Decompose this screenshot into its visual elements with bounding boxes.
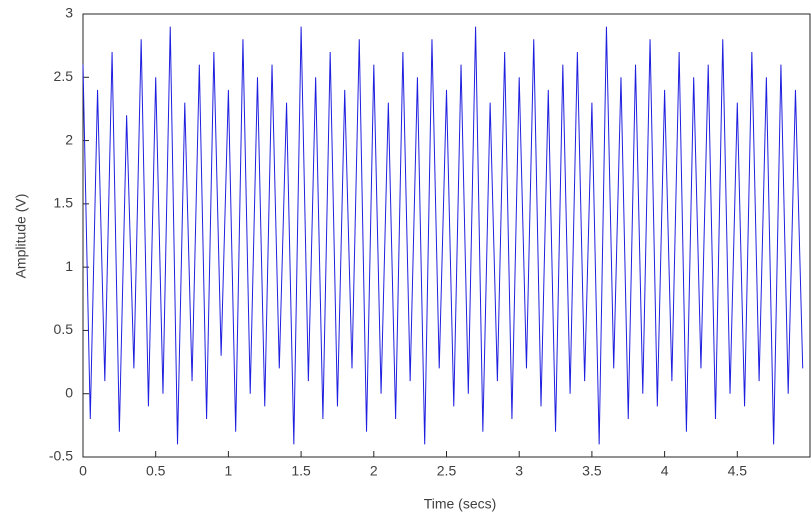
x-tick-label: 0 <box>79 463 87 479</box>
x-tick-label: 3 <box>515 463 523 479</box>
x-tick-label: 2 <box>370 463 378 479</box>
y-tick-label: 0 <box>65 384 73 400</box>
x-tick-label: 3.5 <box>582 463 602 479</box>
x-tick-label: 1 <box>225 463 233 479</box>
y-tick-label: 2 <box>65 131 73 147</box>
plot-area <box>82 13 811 458</box>
x-tick-label: 4.5 <box>728 463 748 479</box>
x-tick-label: 0.5 <box>146 463 166 479</box>
y-tick-label: 3 <box>65 5 73 21</box>
x-tick-label: 4 <box>661 463 669 479</box>
x-tick-label: 1.5 <box>291 463 311 479</box>
x-axis-label: Time (secs) <box>424 496 497 512</box>
y-tick-label: 1 <box>65 258 73 274</box>
x-tick-label: 2.5 <box>437 463 457 479</box>
y-tick-label: -0.5 <box>49 448 73 464</box>
y-tick-label: 0.5 <box>54 321 74 337</box>
y-tick-label: 2.5 <box>54 68 74 84</box>
signal-line <box>82 26 804 445</box>
y-tick-label: 1.5 <box>54 195 74 211</box>
y-axis-label: Amplitude (V) <box>13 194 29 279</box>
